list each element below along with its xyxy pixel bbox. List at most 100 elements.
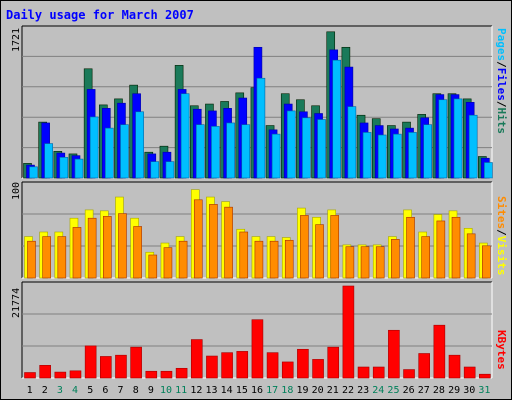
bottom-bar-kbytes-12: [190, 339, 203, 379]
x-tick-label-11: 11: [175, 385, 187, 396]
top-bar-pages-6: [105, 127, 114, 179]
x-tick-label-23: 23: [357, 385, 369, 396]
middle-bar-sites-14: [224, 206, 233, 279]
bottom-bar-kbytes-5: [84, 345, 97, 379]
x-tick-label-19: 19: [296, 385, 308, 396]
x-tick-label-9: 9: [148, 385, 154, 396]
chart-title: Daily usage for March 2007: [6, 8, 194, 22]
x-tick-label-4: 4: [72, 385, 78, 396]
x-tick-label-31: 31: [478, 385, 490, 396]
bottom-bar-kbytes-23: [357, 366, 370, 379]
x-tick-label-18: 18: [281, 385, 293, 396]
x-tick-label-28: 28: [433, 385, 445, 396]
bottom-bar-kbytes-25: [388, 329, 400, 379]
top-bar-pages-20: [317, 119, 326, 179]
middle-bar-sites-25: [391, 239, 400, 279]
x-tick-label-29: 29: [448, 385, 460, 396]
middle-bar-sites-17: [269, 240, 279, 279]
bottom-bar-kbytes-10: [160, 370, 173, 379]
x-tick-label-10: 10: [160, 385, 172, 396]
top-bar-pages-27: [423, 124, 432, 179]
top-bar-pages-5: [89, 116, 99, 179]
top-bar-pages-10: [165, 161, 175, 179]
middle-bar-sites-18: [284, 239, 294, 279]
top-bar-pages-25: [393, 133, 402, 179]
bottom-bar-kbytes-8: [130, 346, 142, 379]
top-bar-pages-18: [286, 110, 296, 179]
top-bar-pages-22: [347, 106, 357, 179]
top-bar-pages-16: [256, 77, 266, 179]
middle-bar-sites-31: [482, 245, 491, 279]
top-bar-pages-3: [59, 157, 69, 179]
top-bar-pages-2: [44, 143, 53, 179]
middle-bar-sites-9: [148, 254, 158, 279]
bottom-bar-kbytes-14: [221, 352, 233, 379]
middle-bar-sites-15: [239, 231, 249, 279]
bottom-bar-kbytes-19: [297, 348, 309, 379]
top-bar-pages-19: [302, 117, 311, 179]
x-tick-label-25: 25: [387, 385, 399, 396]
middle-bar-sites-29: [451, 216, 461, 279]
x-tick-label-21: 21: [327, 385, 339, 396]
top-bar-pages-17: [271, 133, 281, 179]
middle-bar-sites-26: [406, 216, 415, 279]
top-bar-pages-9: [150, 161, 160, 179]
x-tick-label-5: 5: [87, 385, 93, 396]
middle-bar-sites-2: [42, 236, 51, 279]
middle-bar-sites-28: [436, 220, 446, 279]
bottom-bar-kbytes-16: [251, 319, 264, 379]
x-tick-label-26: 26: [403, 385, 415, 396]
middle-bar-sites-1: [27, 240, 36, 279]
bottom-bar-kbytes-3: [54, 371, 67, 379]
bottom-bar-kbytes-13: [206, 355, 218, 379]
middle-bar-sites-8: [133, 226, 142, 279]
middle-bar-sites-16: [254, 240, 264, 279]
middle-bar-sites-11: [178, 240, 188, 279]
top-bar-pages-15: [241, 124, 251, 179]
bottom-bar-kbytes-9: [145, 370, 158, 379]
middle-bar-sites-3: [57, 236, 67, 279]
top-bar-pages-24: [377, 134, 387, 179]
bottom-bar-kbytes-31: [479, 373, 491, 379]
bottom-bar-kbytes-17: [266, 352, 279, 379]
x-tick-label-1: 1: [27, 385, 33, 396]
bottom-bar-kbytes-11: [175, 367, 188, 379]
top-bar-pages-12: [195, 124, 205, 179]
top-bar-pages-28: [438, 99, 448, 179]
bottom-bar-kbytes-20: [312, 359, 324, 379]
x-tick-label-15: 15: [236, 385, 248, 396]
top-bar-pages-29: [453, 98, 463, 179]
top-bar-pages-14: [226, 122, 235, 179]
bottom-bar-kbytes-6: [100, 356, 112, 379]
x-tick-label-24: 24: [372, 385, 384, 396]
bottom-bar-kbytes-24: [372, 366, 385, 379]
bottom-bar-kbytes-29: [448, 354, 461, 379]
middle-bar-sites-10: [163, 247, 173, 279]
middle-bar-sites-27: [421, 236, 430, 279]
x-tick-label-8: 8: [133, 385, 139, 396]
middle-bar-sites-22: [345, 246, 355, 279]
x-tick-label-13: 13: [205, 385, 217, 396]
top-bar-pages-1: [29, 166, 38, 179]
middle-bar-sites-5: [87, 217, 97, 279]
bottom-bar-kbytes-22: [342, 285, 355, 379]
x-tick-label-2: 2: [42, 385, 48, 396]
x-tick-label-16: 16: [251, 385, 263, 396]
bottom-bar-kbytes-2: [39, 365, 51, 379]
x-tick-label-3: 3: [57, 385, 63, 396]
x-tick-label-12: 12: [190, 385, 202, 396]
top-bar-pages-30: [468, 114, 478, 179]
x-tick-label-27: 27: [418, 385, 430, 396]
x-tick-label-20: 20: [312, 385, 324, 396]
bottom-bar-kbytes-27: [418, 353, 430, 379]
top-bar-pages-21: [332, 59, 342, 179]
bottom-bar-kbytes-21: [327, 346, 340, 379]
middle-bar-sites-7: [118, 213, 127, 279]
top-bar-pages-11: [180, 93, 190, 179]
middle-bar-sites-19: [300, 215, 309, 279]
middle-bar-sites-23: [360, 246, 370, 279]
bottom-bar-kbytes-30: [463, 366, 476, 379]
middle-bar-sites-6: [103, 216, 112, 279]
bottom-bar-kbytes-1: [24, 372, 36, 379]
